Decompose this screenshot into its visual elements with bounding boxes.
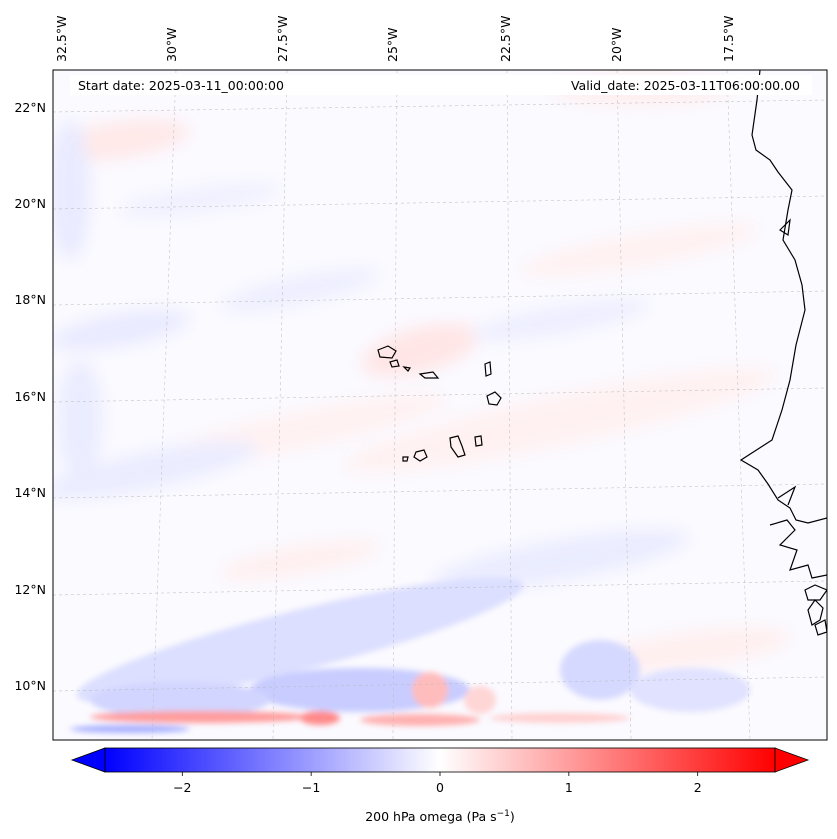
coast-detail-2	[769, 519, 827, 579]
colorbar-ticks: −2 −1 0 1 2	[173, 772, 702, 795]
lat-label: 12°N	[14, 582, 46, 597]
lat-label: 18°N	[14, 292, 46, 307]
longitude-labels: 32.5°W 30°W 27.5°W 25°W 22.5°W 20°W 17.5…	[54, 16, 736, 62]
colorbar-tick-label: 1	[565, 780, 573, 795]
lat-label: 14°N	[14, 485, 46, 500]
island-brava	[402, 456, 409, 462]
coast-detail-4	[804, 584, 827, 601]
lat-label: 10°N	[14, 678, 46, 693]
colorbar-gradient	[104, 747, 776, 773]
island-santiago	[449, 435, 466, 458]
colorbar-max-arrow	[774, 747, 810, 773]
gridlines	[53, 70, 827, 740]
colorbar-tick-label: −1	[302, 780, 320, 795]
island-sal	[484, 361, 492, 377]
colorbar-tick-label: −2	[173, 780, 191, 795]
colorbar-label-main: 200 hPa omega (Pa s	[365, 809, 496, 824]
lon-label: 20°W	[609, 27, 624, 62]
lon-label: 17.5°W	[721, 16, 736, 62]
latitude-labels: 22°N 20°N 18°N 16°N 14°N 12°N 10°N	[14, 100, 46, 693]
island-sao-nicolau	[418, 371, 440, 379]
lat-label: 20°N	[14, 196, 46, 211]
colorbar-tick-label: 2	[694, 780, 702, 795]
island-santa-luzia	[402, 366, 412, 372]
colorbar: −2 −1 0 1 2 200 hPa omega (Pa s−1)	[70, 747, 810, 824]
map-panel	[53, 70, 827, 740]
coastlines	[739, 70, 827, 636]
coast-detail-1	[777, 485, 797, 506]
colorbar-tick-label: 0	[436, 780, 444, 795]
valid-date-label: Valid_date: 2025-03-11T06:00:00.00	[571, 78, 800, 93]
start-date-label: Start date: 2025-03-11_00:00:00	[78, 78, 284, 93]
colorbar-label: 200 hPa omega (Pa s−1)	[365, 809, 515, 824]
colorbar-min-arrow	[70, 747, 106, 773]
map-frame	[52, 69, 828, 741]
island-boa-vista	[486, 391, 502, 406]
lon-label: 30°W	[164, 27, 179, 62]
colorbar-label-close: )	[510, 809, 515, 824]
lon-label: 25°W	[385, 27, 400, 62]
coast-detail-6	[814, 619, 827, 636]
africa-coastline	[739, 70, 827, 524]
lon-label: 27.5°W	[275, 16, 290, 62]
coast-detail-5	[807, 599, 824, 626]
island-santo-antao	[377, 345, 397, 359]
lon-label: 32.5°W	[54, 16, 69, 62]
cape-verde-islands	[377, 345, 502, 462]
lat-label: 22°N	[14, 100, 46, 115]
colorbar-label-exponent: −1	[497, 809, 510, 819]
lon-label: 22.5°W	[498, 16, 513, 62]
island-fogo	[413, 449, 428, 462]
coast-detail-3	[779, 218, 791, 237]
lat-label: 16°N	[14, 389, 46, 404]
header-band	[70, 75, 812, 95]
island-maio	[474, 435, 483, 447]
island-sao-vicente	[389, 359, 400, 368]
